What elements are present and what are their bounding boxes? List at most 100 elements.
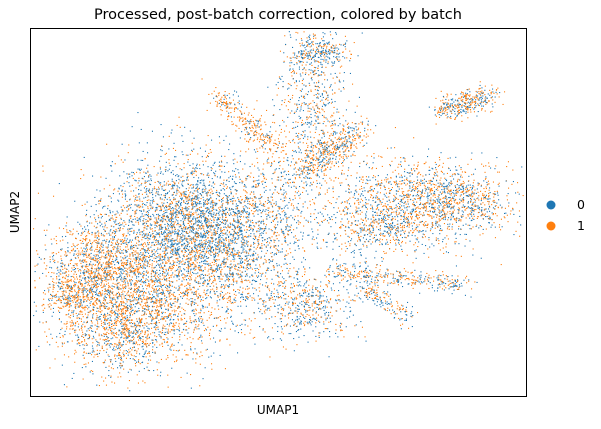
point-batch-0 xyxy=(95,280,97,282)
point-batch-1 xyxy=(159,166,161,168)
point-batch-1 xyxy=(202,246,204,248)
point-batch-1 xyxy=(121,239,123,241)
point-batch-0 xyxy=(208,208,210,210)
point-batch-0 xyxy=(136,277,138,279)
point-batch-0 xyxy=(241,131,243,133)
point-batch-0 xyxy=(174,233,176,235)
point-batch-1 xyxy=(153,166,155,168)
point-batch-1 xyxy=(185,196,187,198)
point-batch-1 xyxy=(254,336,256,338)
point-batch-1 xyxy=(99,308,101,310)
point-batch-0 xyxy=(175,203,177,205)
point-batch-1 xyxy=(102,267,104,269)
point-batch-0 xyxy=(159,335,161,337)
point-batch-0 xyxy=(177,350,179,352)
point-batch-1 xyxy=(187,294,189,296)
point-batch-1 xyxy=(198,209,200,211)
point-batch-0 xyxy=(172,329,174,331)
point-batch-1 xyxy=(251,222,253,224)
point-batch-0 xyxy=(121,273,123,275)
point-batch-0 xyxy=(77,233,79,235)
point-batch-1 xyxy=(145,318,147,320)
point-batch-1 xyxy=(91,296,93,298)
point-batch-0 xyxy=(169,263,171,265)
point-batch-0 xyxy=(35,310,37,312)
point-batch-1 xyxy=(98,200,100,202)
point-batch-0 xyxy=(153,291,155,293)
point-batch-1 xyxy=(149,204,151,206)
point-batch-0 xyxy=(229,234,231,236)
point-batch-1 xyxy=(151,281,153,283)
point-batch-1 xyxy=(112,238,114,240)
point-batch-0 xyxy=(194,254,196,256)
point-batch-0 xyxy=(140,184,142,186)
point-batch-0 xyxy=(149,219,151,221)
point-batch-1 xyxy=(175,208,177,210)
point-batch-1 xyxy=(109,286,111,288)
point-batch-1 xyxy=(248,252,250,254)
point-batch-1 xyxy=(226,179,228,181)
point-batch-0 xyxy=(83,286,85,288)
point-batch-1 xyxy=(93,259,95,261)
point-batch-1 xyxy=(165,300,167,302)
point-batch-0 xyxy=(179,234,181,236)
point-batch-1 xyxy=(98,235,100,237)
point-batch-1 xyxy=(78,342,80,344)
point-batch-1 xyxy=(58,227,60,229)
point-batch-0 xyxy=(185,250,187,252)
point-batch-1 xyxy=(178,116,180,118)
point-batch-0 xyxy=(163,247,165,249)
point-batch-0 xyxy=(105,307,107,309)
point-batch-1 xyxy=(214,317,216,319)
point-batch-1 xyxy=(213,229,215,231)
point-batch-1 xyxy=(101,283,103,285)
point-batch-0 xyxy=(116,277,118,279)
point-batch-0 xyxy=(206,210,208,212)
point-batch-1 xyxy=(188,220,190,222)
point-batch-1 xyxy=(197,229,199,231)
point-batch-0 xyxy=(186,210,188,212)
point-batch-1 xyxy=(116,241,118,243)
point-batch-1 xyxy=(112,331,114,333)
point-batch-1 xyxy=(160,225,162,227)
point-batch-0 xyxy=(132,209,134,211)
point-batch-0 xyxy=(161,292,163,294)
point-batch-0 xyxy=(127,242,129,244)
point-batch-1 xyxy=(164,239,166,241)
point-batch-0 xyxy=(130,270,132,272)
point-batch-1 xyxy=(211,307,213,309)
point-batch-1 xyxy=(173,309,175,311)
point-batch-0 xyxy=(95,276,97,278)
point-batch-0 xyxy=(204,203,206,205)
point-batch-1 xyxy=(152,253,154,255)
point-batch-1 xyxy=(195,293,197,295)
point-batch-1 xyxy=(134,200,136,202)
point-batch-1 xyxy=(146,300,148,302)
point-batch-0 xyxy=(247,260,249,262)
point-batch-0 xyxy=(163,232,165,234)
point-batch-0 xyxy=(144,234,146,236)
point-batch-0 xyxy=(196,248,198,250)
point-batch-1 xyxy=(94,300,96,302)
point-batch-0 xyxy=(150,208,152,210)
point-batch-1 xyxy=(131,354,133,356)
point-batch-0 xyxy=(156,250,158,252)
point-batch-1 xyxy=(192,338,194,340)
point-batch-1 xyxy=(118,155,120,157)
point-batch-1 xyxy=(185,302,187,304)
point-batch-1 xyxy=(171,226,173,228)
point-batch-1 xyxy=(144,242,146,244)
point-batch-1 xyxy=(116,307,118,309)
point-batch-1 xyxy=(90,279,92,281)
point-batch-1 xyxy=(145,302,147,304)
point-batch-0 xyxy=(141,261,143,263)
point-batch-0 xyxy=(98,267,100,269)
point-batch-0 xyxy=(86,334,88,336)
point-batch-0 xyxy=(187,264,189,266)
point-batch-0 xyxy=(123,171,125,173)
point-batch-1 xyxy=(161,202,163,204)
point-batch-1 xyxy=(148,225,150,227)
point-batch-0 xyxy=(193,200,195,202)
point-batch-0 xyxy=(194,299,196,301)
point-batch-1 xyxy=(112,291,114,293)
